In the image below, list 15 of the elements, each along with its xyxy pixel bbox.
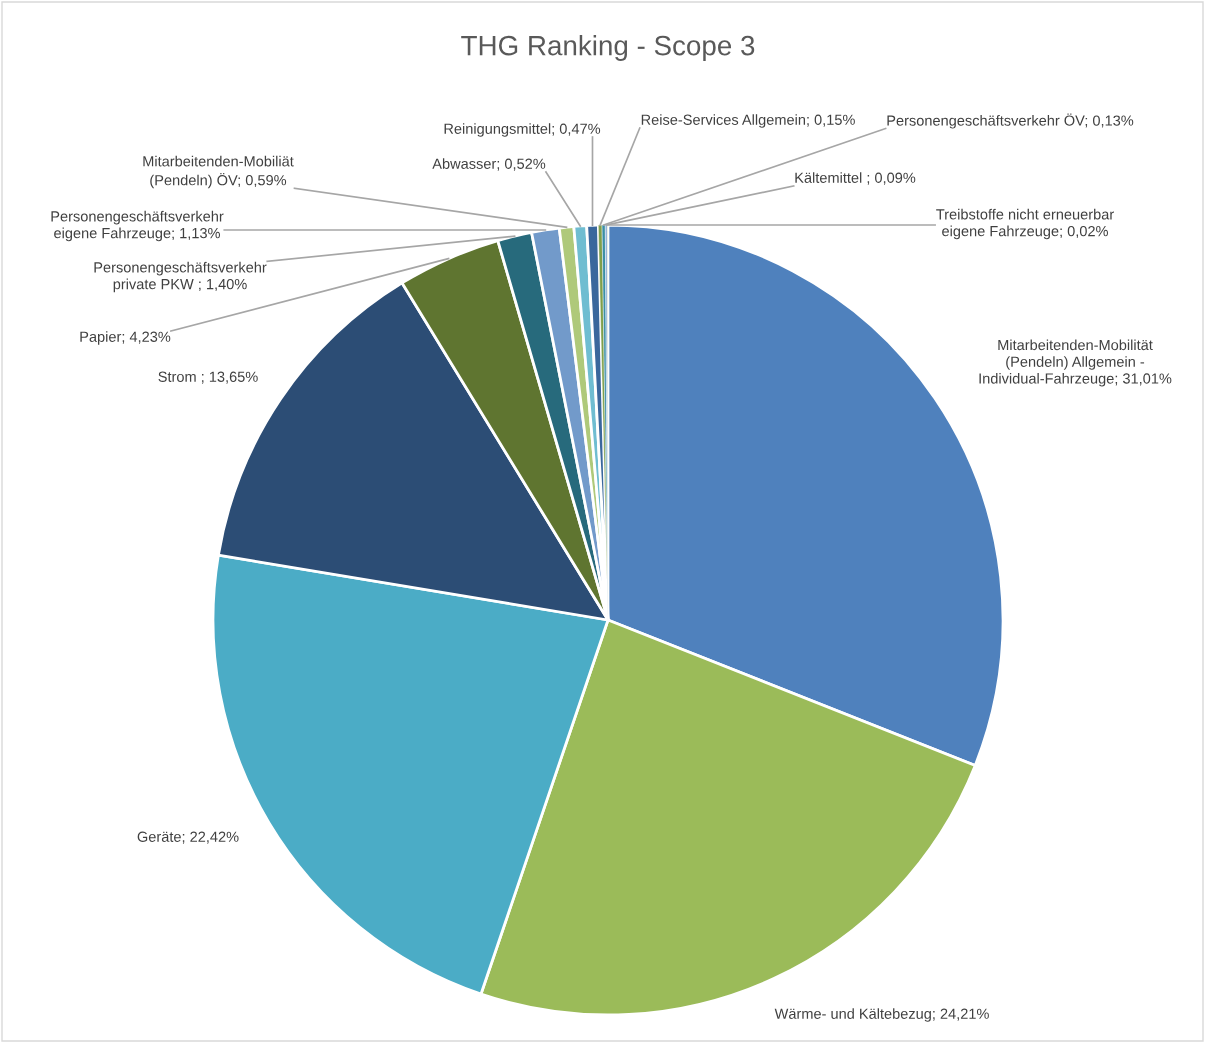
slice-label: Wärme- und Kältebezug; 24,21% [774, 1008, 989, 1022]
slice-label: Kältemittel ; 0,09% [795, 172, 916, 185]
slice-label: Strom ; 13,65% [158, 371, 258, 384]
slice-label: Personengeschäftsverkehr eigene Fahrzeuge; 1,13% [51, 210, 224, 242]
slice-label: Mitarbeitenden-Mobiliät (Pendeln) ÖV; 0,59% [143, 155, 294, 189]
slice-label: Treibstoffe nicht erneuerbar eigene Fahrzeuge; 0,02% [936, 208, 1114, 240]
chart-title: THG Ranking - Scope 3 [461, 35, 755, 61]
slice-label: Personengeschäftsverkehr ÖV; 0,13% [887, 113, 1134, 129]
slice-label: Geräte; 22,42% [137, 831, 239, 844]
slice-label: Abwasser; 0,52% [432, 158, 546, 171]
slice-label: Reinigungsmittel; 0,47% [444, 123, 601, 137]
slice-label: Papier; 4,23% [80, 331, 171, 345]
slice-label: Reise-Services Allgemein; 0,15% [641, 114, 855, 128]
slice-label: Personengeschäftsverkehr private PKW ; 1,40% [94, 261, 267, 293]
slice-label: Mitarbeitenden-Mobilität (Pendeln) Allgemein - Individual-Fahrzeuge; 31,01% [979, 339, 1172, 387]
